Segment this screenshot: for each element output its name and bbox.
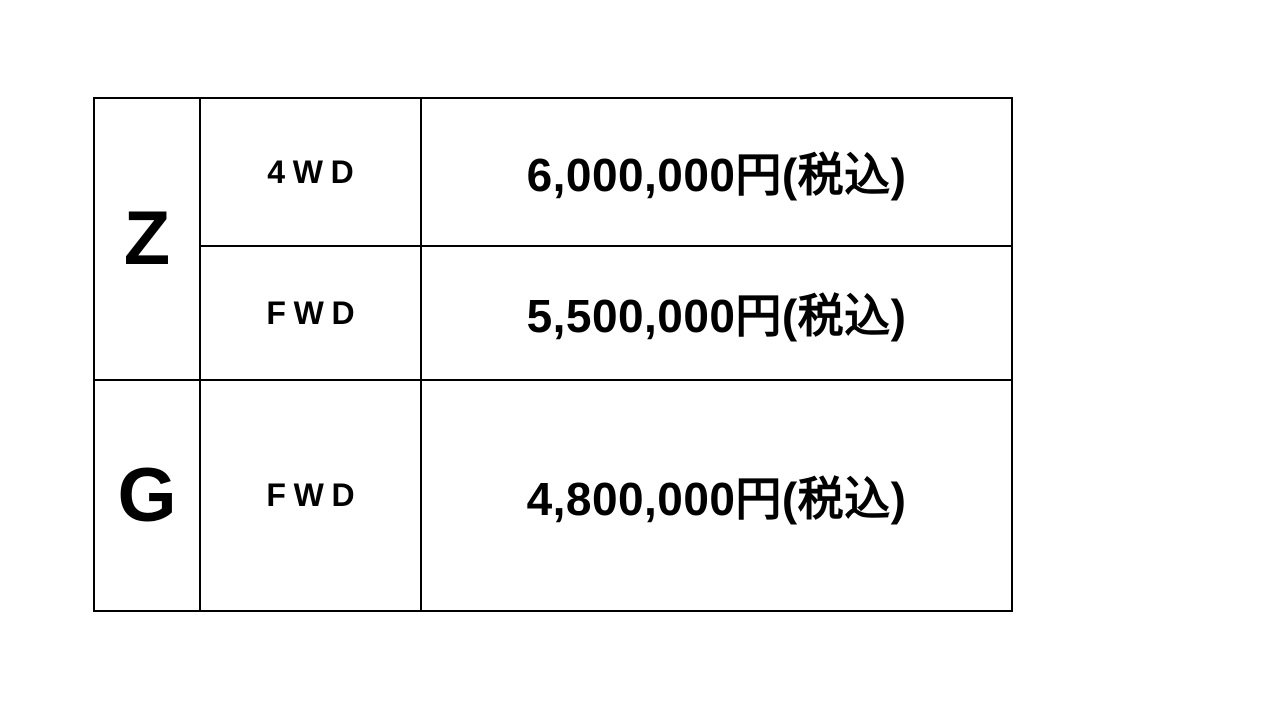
grade-cell-z: Z (95, 99, 201, 381)
grade-label-z: Z (123, 196, 171, 281)
drivetrain-cell-z-fwd: FWD (201, 247, 422, 381)
price-cell-z-4wd: 6,000,000円(税込) (422, 99, 1011, 247)
drivetrain-label-z-fwd: FWD (266, 294, 363, 331)
price-label-g-fwd: 4,800,000円(税込) (526, 472, 907, 525)
price-cell-g-fwd: 4,800,000円(税込) (422, 381, 1011, 610)
drivetrain-cell-g-fwd: FWD (201, 381, 422, 610)
price-cell-z-fwd: 5,500,000円(税込) (422, 247, 1011, 381)
grade-label-g: G (117, 452, 177, 538)
drivetrain-label-g-fwd: FWD (266, 477, 363, 513)
price-label-z-4wd: 6,000,000円(税込) (526, 149, 907, 201)
price-label-z-fwd: 5,500,000円(税込) (526, 290, 907, 342)
drivetrain-label-z-4wd: 4WD (267, 153, 362, 190)
grade-cell-g: G (95, 381, 201, 610)
price-table: Z 4WD 6,000,000円(税込) FWD 5,500,000円(税込) … (93, 97, 1013, 612)
drivetrain-cell-z-4wd: 4WD (201, 99, 422, 247)
